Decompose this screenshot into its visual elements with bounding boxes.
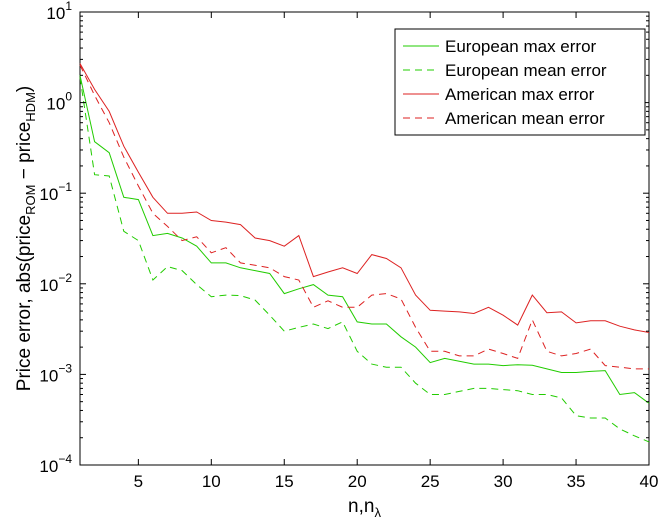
series-line-3	[79, 64, 649, 370]
legend-box	[394, 28, 646, 136]
y-tick-label: 101	[46, 0, 72, 23]
x-tick-label: 20	[348, 472, 367, 491]
x-tick-label: 40	[640, 472, 659, 491]
y-tick-label: 100	[46, 90, 72, 114]
y-tick-label: 10−3	[39, 361, 72, 385]
y-axis-label: Price error, abs(priceROM − priceHDM)	[14, 86, 38, 391]
x-axis-label: n,nλ	[348, 496, 381, 520]
y-tick-label: 10−1	[39, 180, 72, 204]
y-axis-label-pre: Price error, abs(price	[14, 215, 35, 391]
x-tick-label: 10	[202, 472, 221, 491]
x-tick-label: 25	[421, 472, 440, 491]
x-axis-label-base: n,n	[348, 496, 374, 517]
series-line-2	[79, 63, 650, 333]
legend-label: American mean error	[445, 109, 605, 128]
y-tick-exponent: −4	[58, 452, 72, 466]
legend: European max error European mean error Ame…	[394, 28, 646, 136]
y-tick-exponent: −1	[58, 180, 72, 194]
y-axis-label-mid: − price	[14, 122, 35, 185]
y-axis-label-sub-hdm: HDM	[23, 92, 38, 122]
y-tick-exponent: −2	[58, 271, 72, 285]
series-line-0	[79, 75, 650, 404]
y-tick-exponent: −3	[58, 361, 72, 375]
y-tick-base: 10	[46, 95, 65, 114]
legend-label: European mean error	[445, 61, 607, 80]
series-line-1	[79, 77, 650, 443]
x-tick-label: 15	[275, 472, 294, 491]
x-tick-label: 30	[494, 472, 513, 491]
legend-label: American max error	[445, 85, 595, 104]
y-tick-base: 10	[39, 366, 58, 385]
y-tick-label: 10−4	[39, 452, 72, 476]
x-tick-label: 35	[567, 472, 586, 491]
x-tick-label: 5	[134, 472, 143, 491]
y-tick-base: 10	[39, 276, 58, 295]
y-tick-exponent: 0	[65, 90, 72, 104]
y-axis-label-sub-rom: ROM	[23, 185, 38, 215]
y-tick-base: 10	[39, 457, 58, 476]
y-tick-base: 10	[39, 185, 58, 204]
x-axis-label-sub: λ	[374, 505, 381, 520]
legend-label: European max error	[445, 37, 597, 56]
y-tick-exponent: 1	[65, 0, 72, 13]
y-tick-label: 10−2	[39, 271, 72, 295]
series-layer	[79, 63, 650, 443]
y-tick-base: 10	[46, 4, 65, 23]
y-axis-label-post: )	[14, 86, 35, 92]
